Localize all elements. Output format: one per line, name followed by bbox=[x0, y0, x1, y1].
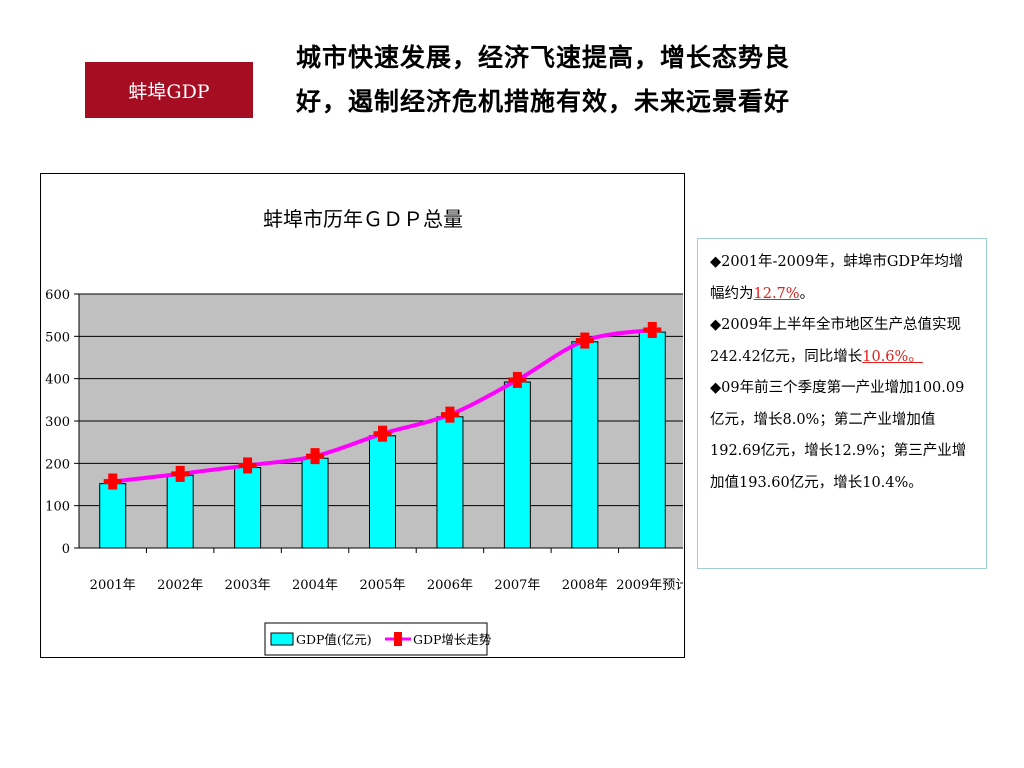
section-tag-label: 蚌埠GDP bbox=[128, 80, 210, 103]
x-tick-label: 2001年 bbox=[90, 578, 136, 593]
gdp-chart-svg: 蚌埠市历年ＧＤＰ总量 0 100 200 300 400 500 600 2001年 2002年 2… bbox=[45, 207, 683, 656]
y-tick-label: 300 bbox=[45, 415, 70, 430]
x-tick-label: 2005年 bbox=[359, 578, 405, 593]
legend-box bbox=[264, 622, 488, 656]
bar bbox=[503, 381, 531, 549]
legend-bar-label: GDP值(亿元) bbox=[296, 632, 372, 647]
y-tick-label: 200 bbox=[45, 457, 70, 472]
bar bbox=[301, 457, 329, 549]
trend-marker-bar bbox=[575, 338, 594, 344]
y-tick-label: 500 bbox=[45, 330, 70, 345]
gdp-chart: 蚌埠市历年ＧＤＰ总量 0 100 200 300 400 500 600 2001年 2002年 2… bbox=[40, 173, 685, 658]
x-tick-label: 2008年 bbox=[562, 578, 608, 593]
x-tick-label: 2003年 bbox=[225, 578, 271, 593]
trend-marker-bar bbox=[440, 412, 459, 418]
headline: 城市快速发展，经济飞速提高，增长态势良 好，遏制经济危机措施有效，未来远景看好 bbox=[296, 36, 996, 124]
legend-bar-swatch bbox=[270, 632, 294, 646]
notes-panel: ◆2001年-2009年，蚌埠市GDP年均增幅约为12.7%。 ◆2009年上半… bbox=[697, 238, 987, 569]
headline-line-1: 城市快速发展，经济飞速提高，增长态势良 bbox=[296, 43, 791, 72]
trend-marker-bar bbox=[171, 471, 190, 477]
note-half-year: ◆2009年上半年全市地区生产总值实现242.42亿元，同比增长10.6%。 bbox=[710, 317, 962, 365]
bar bbox=[638, 331, 666, 549]
note-average-growth-value: 12.7% bbox=[753, 285, 800, 302]
y-tick-label: 400 bbox=[45, 373, 70, 388]
headline-line-2: 好，遏制经济危机措施有效，未来远景看好 bbox=[296, 87, 791, 116]
trend-marker-bar bbox=[103, 479, 122, 485]
trend-marker-bar bbox=[373, 431, 392, 437]
y-tick-label: 0 bbox=[62, 542, 70, 557]
bar bbox=[166, 474, 194, 549]
x-tick-label: 2007年 bbox=[494, 578, 540, 593]
section-tag: 蚌埠GDP bbox=[85, 62, 253, 118]
y-tick-label: 600 bbox=[45, 288, 70, 303]
x-tick-label: 2006年 bbox=[427, 578, 473, 593]
trend-marker-bar bbox=[306, 453, 325, 459]
bar bbox=[234, 467, 262, 549]
legend-marker-swatch bbox=[394, 632, 402, 646]
bar bbox=[99, 483, 127, 549]
note-average-growth: ◆2001年-2009年，蚌埠市GDP年均增幅约为12.7%。 bbox=[710, 254, 964, 302]
note-half-year-value: 10.6%。 bbox=[862, 348, 923, 365]
x-tick-label: 2009年预计 bbox=[616, 578, 683, 593]
x-tick-label: 2004年 bbox=[292, 578, 338, 593]
note-three-quarters: ◆09年前三个季度第一产业增加100.09亿元，增长8.0%；第二产业增加值19… bbox=[710, 380, 967, 491]
bar bbox=[436, 416, 464, 549]
y-tick-label: 100 bbox=[45, 500, 70, 515]
bar bbox=[369, 435, 396, 549]
legend-line-label: GDP增长走势 bbox=[413, 632, 492, 647]
bar bbox=[571, 341, 599, 549]
trend-marker-bar bbox=[643, 327, 662, 333]
x-tick-label: 2002年 bbox=[157, 578, 203, 593]
trend-marker-bar bbox=[508, 377, 527, 383]
trend-marker-bar bbox=[238, 462, 257, 468]
chart-title: 蚌埠市历年ＧＤＰ总量 bbox=[263, 207, 463, 231]
